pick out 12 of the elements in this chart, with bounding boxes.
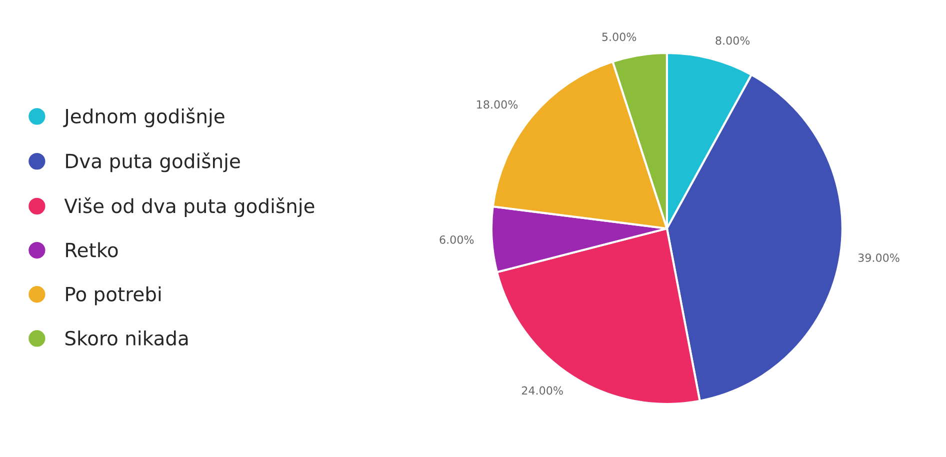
data-label: 8.00%: [716, 36, 750, 45]
legend-label: Skoro nikada: [65, 330, 188, 346]
legend-label: Po potrebi: [66, 286, 161, 306]
data-label: 6.00%: [440, 235, 474, 244]
legend-label: Dva puta godišnje: [66, 152, 240, 172]
data-label: 24.00%: [522, 386, 563, 395]
data-label: 5.00%: [602, 32, 636, 42]
legend-label: Retko: [66, 242, 118, 258]
data-label: 39.00%: [858, 254, 900, 262]
legend-label: Više od dva puta godišnje: [64, 197, 314, 218]
data-label: 18.00%: [477, 100, 518, 109]
legend-label: Jednom godišnje: [63, 108, 224, 128]
